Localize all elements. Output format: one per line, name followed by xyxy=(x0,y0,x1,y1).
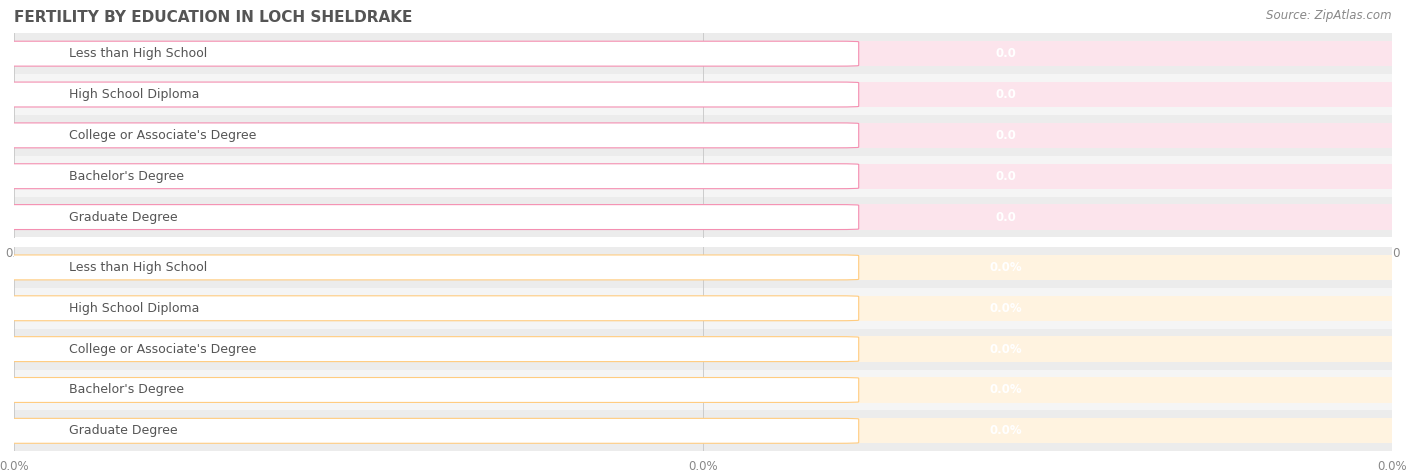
FancyBboxPatch shape xyxy=(0,418,859,443)
Text: Bachelor's Degree: Bachelor's Degree xyxy=(69,383,184,397)
Text: Less than High School: Less than High School xyxy=(69,47,208,60)
Text: 0.0%: 0.0% xyxy=(990,383,1022,397)
Text: College or Associate's Degree: College or Associate's Degree xyxy=(69,129,256,142)
Text: 0.0: 0.0 xyxy=(995,129,1017,142)
Bar xyxy=(14,329,1392,370)
Bar xyxy=(14,82,1392,107)
Bar xyxy=(14,418,1392,444)
Bar xyxy=(14,377,1392,403)
Bar xyxy=(14,33,1392,74)
FancyBboxPatch shape xyxy=(0,123,859,148)
Text: Graduate Degree: Graduate Degree xyxy=(69,424,177,437)
FancyBboxPatch shape xyxy=(0,164,859,189)
Text: 0.0: 0.0 xyxy=(995,170,1017,183)
Bar xyxy=(14,336,1392,362)
FancyBboxPatch shape xyxy=(0,205,859,229)
Bar xyxy=(14,410,1392,451)
Bar xyxy=(14,295,1392,321)
Text: Less than High School: Less than High School xyxy=(69,261,208,274)
Bar xyxy=(14,41,1392,66)
Text: Bachelor's Degree: Bachelor's Degree xyxy=(69,170,184,183)
Text: Source: ZipAtlas.com: Source: ZipAtlas.com xyxy=(1267,10,1392,22)
Text: 0.0%: 0.0% xyxy=(990,302,1022,315)
Bar xyxy=(14,123,1392,148)
Text: 0.0%: 0.0% xyxy=(990,261,1022,274)
Text: Graduate Degree: Graduate Degree xyxy=(69,210,177,224)
Bar xyxy=(14,74,1392,115)
Bar xyxy=(14,288,1392,329)
Text: 0.0: 0.0 xyxy=(995,47,1017,60)
FancyBboxPatch shape xyxy=(0,296,859,321)
Bar xyxy=(14,156,1392,197)
Text: 0.0%: 0.0% xyxy=(990,342,1022,356)
Text: 0.0: 0.0 xyxy=(995,210,1017,224)
Bar xyxy=(14,247,1392,288)
Bar xyxy=(14,204,1392,230)
Bar xyxy=(14,370,1392,410)
FancyBboxPatch shape xyxy=(0,378,859,402)
Bar xyxy=(14,197,1392,238)
FancyBboxPatch shape xyxy=(0,82,859,107)
FancyBboxPatch shape xyxy=(0,41,859,66)
Text: High School Diploma: High School Diploma xyxy=(69,302,200,315)
Bar xyxy=(14,163,1392,189)
Text: High School Diploma: High School Diploma xyxy=(69,88,200,101)
Text: College or Associate's Degree: College or Associate's Degree xyxy=(69,342,256,356)
Text: 0.0: 0.0 xyxy=(995,88,1017,101)
Text: 0.0%: 0.0% xyxy=(990,424,1022,437)
FancyBboxPatch shape xyxy=(0,337,859,361)
FancyBboxPatch shape xyxy=(0,255,859,280)
Bar xyxy=(14,115,1392,156)
Text: FERTILITY BY EDUCATION IN LOCH SHELDRAKE: FERTILITY BY EDUCATION IN LOCH SHELDRAKE xyxy=(14,10,412,25)
Bar xyxy=(14,255,1392,280)
